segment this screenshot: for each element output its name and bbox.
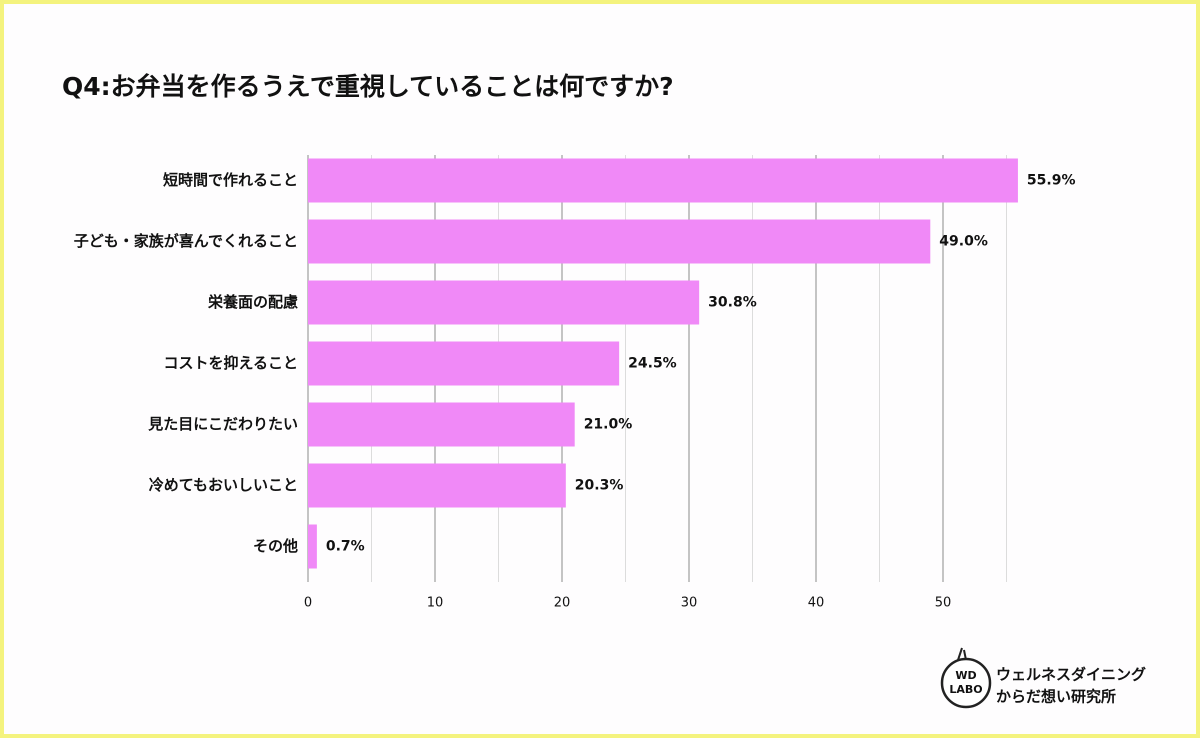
bar <box>308 219 931 264</box>
brand-name: からだ想い研究所 <box>996 688 1116 706</box>
brand-name: ウェルネスダイニング <box>996 666 1146 684</box>
y-tick-label: 栄養面の配慮 <box>207 293 298 311</box>
y-tick-label: その他 <box>253 537 298 555</box>
bar <box>308 280 700 325</box>
value-label: 24.5% <box>628 356 677 372</box>
y-tick-label: 冷めてもおいしいこと <box>149 476 298 494</box>
x-tick-label: 50 <box>935 596 952 611</box>
chart-title: Q4:お弁当を作るうえで重視していることは何ですか? <box>62 72 674 101</box>
x-tick-label: 40 <box>808 596 825 611</box>
logo-text: LABO <box>949 683 982 696</box>
value-label: 49.0% <box>939 234 988 250</box>
logo-circle <box>940 657 992 709</box>
x-tick-label: 0 <box>304 596 312 611</box>
value-label: 55.9% <box>1027 173 1076 189</box>
plot: 0 10 20 30 40 50 短時間で作れること 55.9% 子ども・家族が喜んでくれること… <box>74 155 1076 611</box>
value-label: 30.8% <box>708 295 757 311</box>
value-label: 0.7% <box>326 539 365 555</box>
y-tick-label: 短時間で作れること <box>163 171 298 189</box>
x-tick-label: 30 <box>681 596 698 611</box>
y-tick-label: コストを抑えること <box>163 354 298 372</box>
bar <box>308 524 317 569</box>
bar <box>308 402 575 447</box>
x-tick-label: 20 <box>554 596 571 611</box>
logo-text: WD <box>955 669 976 682</box>
value-label: 21.0% <box>584 417 633 433</box>
x-tick-label: 10 <box>427 596 444 611</box>
bar <box>308 158 1018 203</box>
y-tick-label: 見た目にこだわりたい <box>147 415 298 433</box>
y-tick-label: 子ども・家族が喜んでくれること <box>74 232 298 250</box>
value-label: 20.3% <box>575 478 624 494</box>
brand: WD LABO ウェルネスダイニング からだ想い研究所 <box>940 647 1146 709</box>
bar <box>308 341 620 386</box>
bar <box>308 463 566 508</box>
